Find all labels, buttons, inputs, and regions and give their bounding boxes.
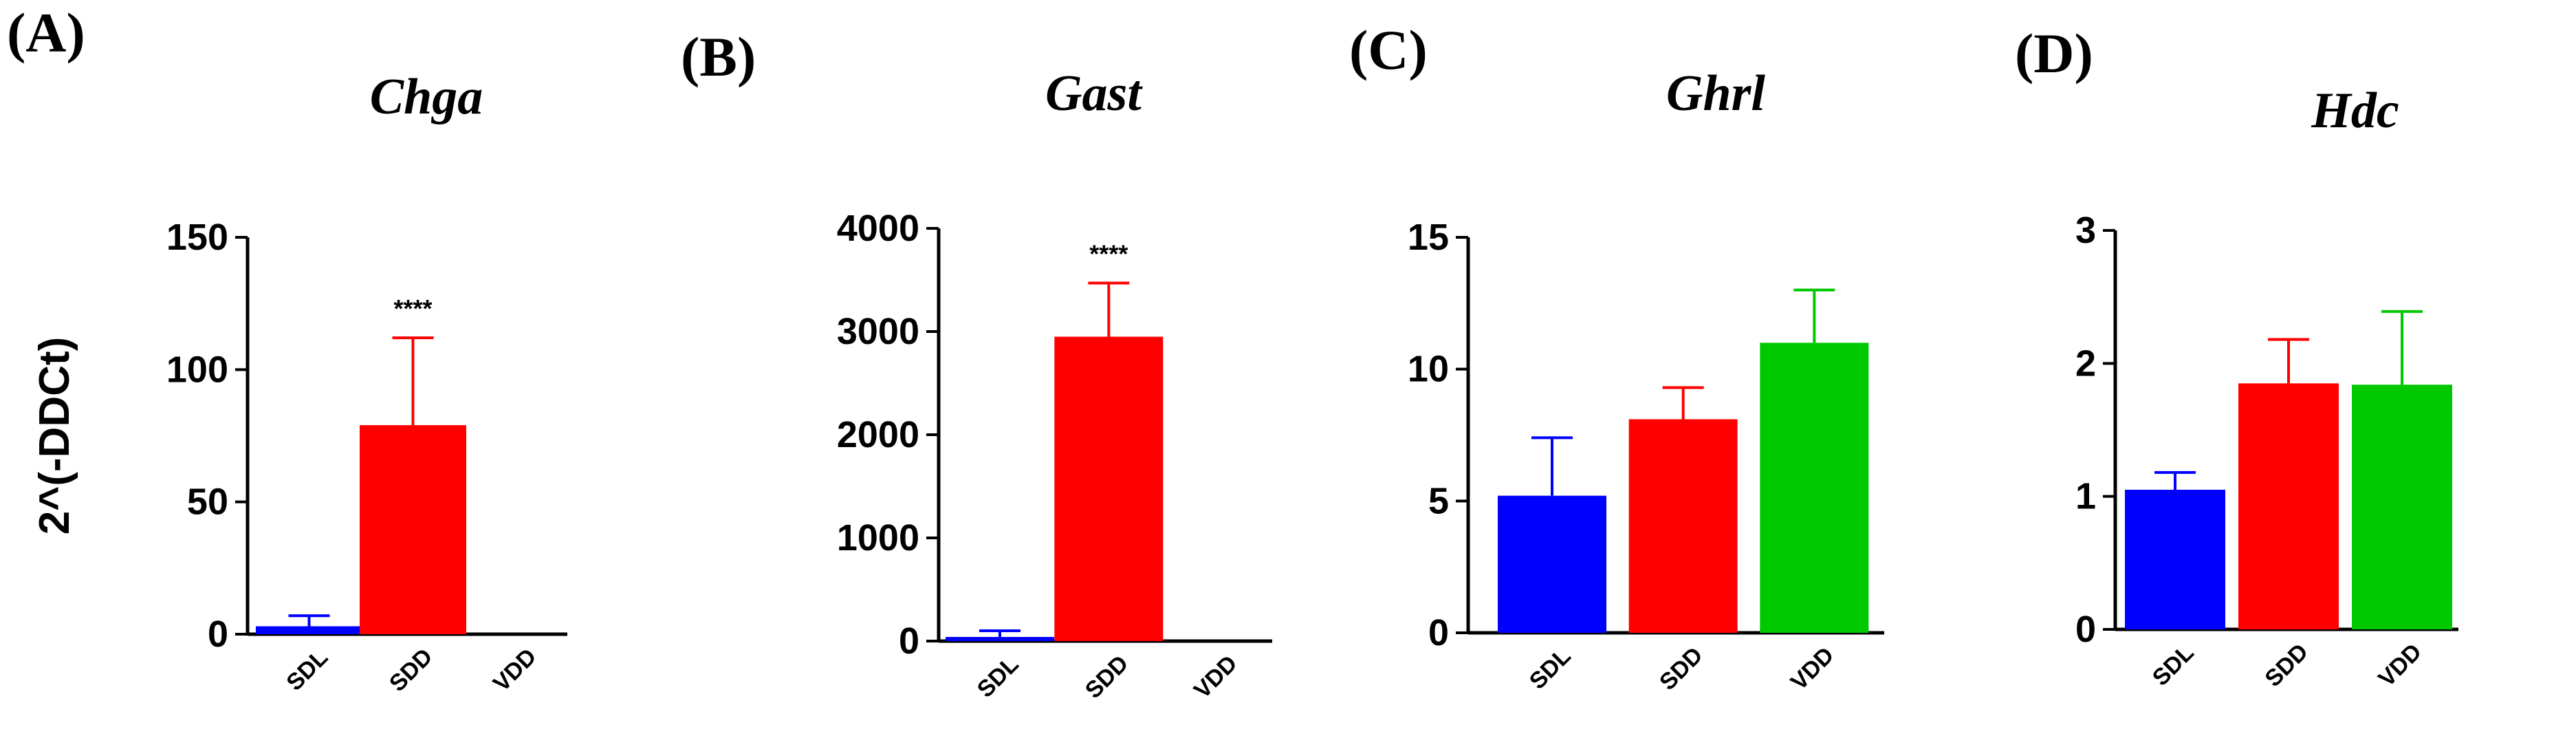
- y-tick-label: 150: [166, 217, 228, 258]
- bar-sdd: [360, 425, 466, 634]
- y-tick-label: 10: [1408, 349, 1449, 390]
- x-tick-label-vdd: VDD: [488, 643, 542, 697]
- y-tick-label: 0: [1428, 612, 1449, 653]
- x-tick-label-sdd: SDD: [2260, 638, 2313, 692]
- x-tick-label-sdl: SDL: [281, 645, 333, 696]
- panel-label: (D): [2015, 22, 2093, 85]
- bar-sdl: [946, 637, 1054, 641]
- x-tick-label-sdd: SDD: [1655, 642, 1708, 695]
- y-tick-label: 4000: [837, 208, 919, 249]
- chart-panel-gast: (B) Gast 0 1000 2000 3000 4000 SDL **** SDD VDD: [681, 25, 1272, 704]
- y-tick-label: 2: [2075, 343, 2096, 384]
- panel-label: (A): [7, 1, 85, 64]
- bar-sdd: [1054, 336, 1164, 641]
- chart-title: Gast: [1045, 65, 1143, 122]
- x-tick-label-sdl: SDL: [2148, 640, 2199, 691]
- chart-panel-hdc: (D) Hdc 0 1 2 3 SDL SDD VDD: [2015, 22, 2458, 692]
- x-tick-label-vdd: VDD: [1786, 642, 1840, 695]
- y-axis-label: 2^(-DDCt): [31, 337, 78, 535]
- chart-title: Chga: [370, 69, 483, 125]
- chart-title: Hdc: [2311, 83, 2399, 139]
- x-tick-label-vdd: VDD: [2373, 638, 2427, 692]
- bar-vdd: [2352, 385, 2452, 629]
- y-tick-label: 15: [1408, 217, 1449, 258]
- x-tick-label-sdd: SDD: [1080, 650, 1134, 704]
- y-tick-label: 1: [2075, 476, 2096, 517]
- bar-sdd: [1628, 419, 1738, 633]
- significance-label: ****: [393, 294, 432, 323]
- x-tick-label-vdd: VDD: [1189, 650, 1243, 704]
- y-tick-label: 50: [187, 481, 228, 523]
- y-tick-label: 2000: [837, 414, 919, 455]
- bar-sdd: [2238, 383, 2339, 629]
- bar-sdl: [1498, 495, 1606, 633]
- bar-vdd: [1760, 343, 1869, 633]
- x-tick-label-sdl: SDL: [1525, 643, 1576, 695]
- y-tick-label: 1000: [837, 517, 919, 559]
- x-tick-label-sdd: SDD: [384, 643, 438, 697]
- y-tick-label: 0: [899, 620, 919, 662]
- x-tick-label-sdl: SDL: [972, 651, 1024, 703]
- y-tick-label: 0: [208, 614, 228, 655]
- panel-label: (B): [681, 25, 756, 88]
- significance-label: ****: [1089, 240, 1128, 268]
- y-tick-label: 3: [2075, 210, 2096, 251]
- chart-panel-ghrl: (C) Ghrl 0 5 10 15 SDL SDD VDD: [1349, 19, 1884, 695]
- y-tick-label: 0: [2075, 609, 2096, 650]
- chart-title: Ghrl: [1666, 65, 1765, 122]
- bar-sdl: [256, 626, 362, 634]
- bar-sdl: [2125, 490, 2225, 629]
- y-tick-label: 3000: [837, 311, 919, 352]
- y-tick-label: 5: [1428, 480, 1449, 521]
- chart-panel-chga: (A) Chga 2^(-DDCt) 0 50 100 150 SDL **** SDD VDD: [7, 1, 567, 697]
- y-tick-label: 100: [166, 349, 228, 390]
- panel-label: (C): [1349, 19, 1428, 81]
